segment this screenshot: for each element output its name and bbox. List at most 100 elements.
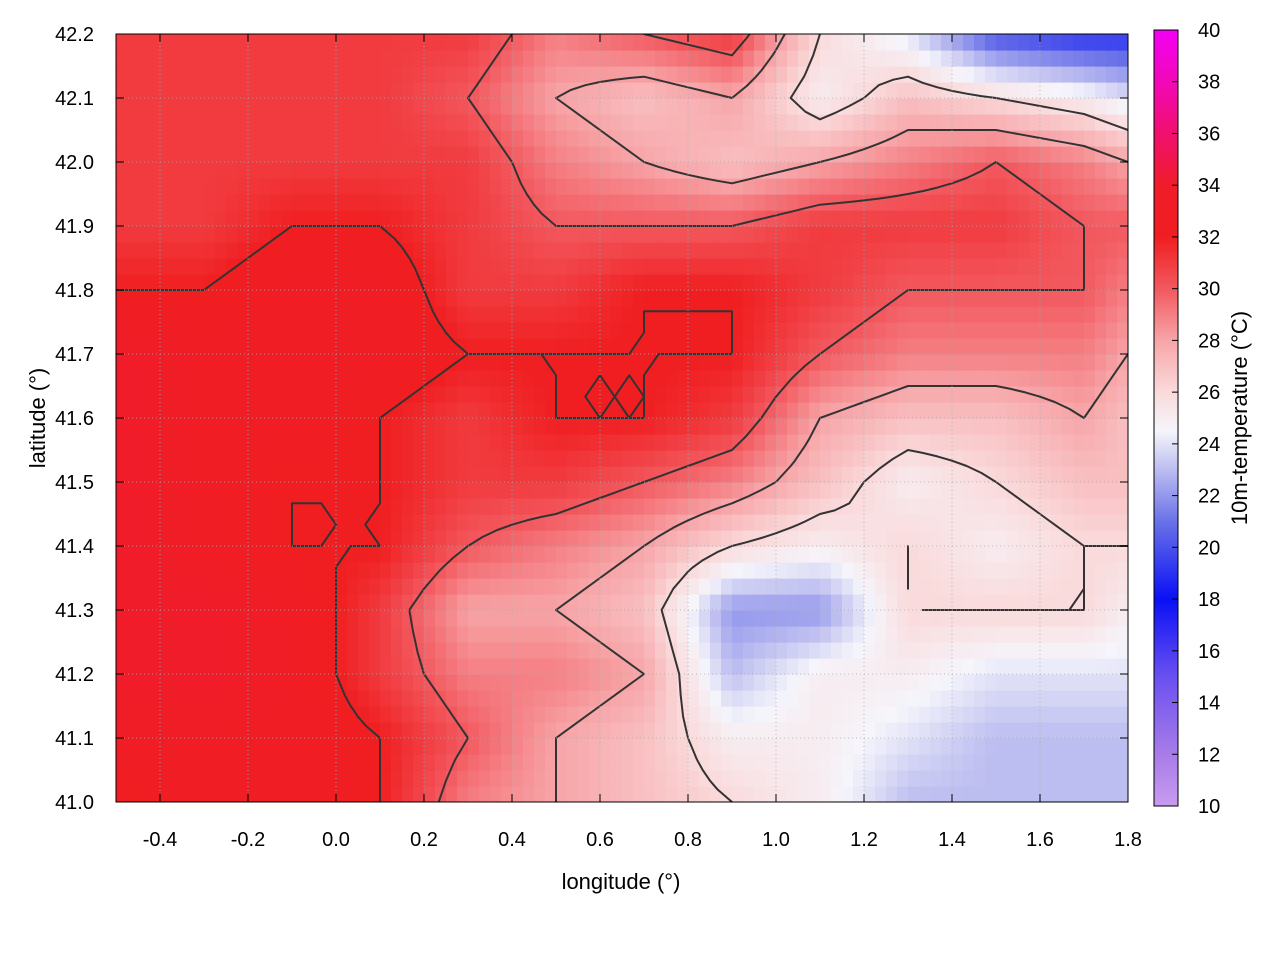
heatmap-cell bbox=[688, 402, 700, 419]
heatmap-cell bbox=[479, 50, 491, 67]
heatmap-cell bbox=[853, 226, 865, 243]
heatmap-cell bbox=[919, 354, 931, 371]
heatmap-cell bbox=[952, 402, 964, 419]
y-tick-label: 41.9 bbox=[55, 216, 94, 238]
colorbar-tick-label: 34 bbox=[1198, 175, 1220, 197]
heatmap-cell bbox=[248, 514, 260, 531]
heatmap-cell bbox=[996, 562, 1008, 579]
heatmap-cell bbox=[1040, 178, 1052, 195]
heatmap-cell bbox=[963, 498, 975, 515]
heatmap-cell bbox=[204, 546, 216, 563]
heatmap-cell bbox=[963, 130, 975, 147]
heatmap-cell bbox=[545, 466, 557, 483]
heatmap-cell bbox=[369, 226, 381, 243]
heatmap-cell bbox=[985, 130, 997, 147]
heatmap-cell bbox=[358, 562, 370, 579]
heatmap-cell bbox=[710, 546, 722, 563]
heatmap-cell bbox=[479, 690, 491, 707]
heatmap-cell bbox=[281, 402, 293, 419]
heatmap-cell bbox=[380, 98, 392, 115]
heatmap-cell bbox=[611, 402, 623, 419]
heatmap-cell bbox=[820, 434, 832, 451]
heatmap-cell bbox=[435, 450, 447, 467]
heatmap-cell bbox=[336, 98, 348, 115]
heatmap-cell bbox=[215, 274, 227, 291]
heatmap-cell bbox=[336, 194, 348, 211]
heatmap-cell bbox=[237, 498, 249, 515]
heatmap-cell bbox=[380, 626, 392, 643]
heatmap-cell bbox=[1095, 594, 1107, 611]
heatmap-cell bbox=[534, 450, 546, 467]
heatmap-cell bbox=[743, 66, 755, 83]
heatmap-cell bbox=[644, 626, 656, 643]
heatmap-cell bbox=[611, 786, 623, 802]
heatmap-cell bbox=[1018, 178, 1030, 195]
heatmap-cell bbox=[644, 210, 656, 227]
heatmap-cell bbox=[1007, 546, 1019, 563]
heatmap-cell bbox=[347, 418, 359, 435]
heatmap-cell bbox=[138, 690, 150, 707]
heatmap-cell bbox=[699, 594, 711, 611]
heatmap-cell bbox=[193, 146, 205, 163]
heatmap-cell bbox=[259, 418, 271, 435]
heatmap-cell bbox=[831, 658, 843, 675]
heatmap-cell bbox=[336, 146, 348, 163]
heatmap-cell bbox=[413, 770, 425, 787]
heatmap-cell bbox=[952, 578, 964, 595]
heatmap-cell bbox=[226, 722, 238, 739]
heatmap-cell bbox=[259, 34, 271, 51]
heatmap-cell bbox=[171, 34, 183, 51]
heatmap-cell bbox=[721, 306, 733, 323]
heatmap-cell bbox=[578, 130, 590, 147]
heatmap-cell bbox=[446, 226, 458, 243]
heatmap-cell bbox=[556, 626, 568, 643]
heatmap-cell bbox=[424, 738, 436, 755]
heatmap-cell bbox=[820, 594, 832, 611]
heatmap-cell bbox=[237, 130, 249, 147]
heatmap-cell bbox=[886, 322, 898, 339]
heatmap-cell bbox=[710, 274, 722, 291]
heatmap-cell bbox=[622, 642, 634, 659]
heatmap-cell bbox=[270, 322, 282, 339]
heatmap-cell bbox=[710, 466, 722, 483]
heatmap-cell bbox=[391, 194, 403, 211]
heatmap-cell bbox=[1007, 450, 1019, 467]
heatmap-cell bbox=[589, 770, 601, 787]
heatmap-cell bbox=[204, 338, 216, 355]
heatmap-cell bbox=[358, 370, 370, 387]
heatmap-cell bbox=[776, 210, 788, 227]
heatmap-cell bbox=[996, 402, 1008, 419]
heatmap-cell bbox=[985, 706, 997, 723]
heatmap-cell bbox=[446, 178, 458, 195]
heatmap-cell bbox=[556, 370, 568, 387]
heatmap-cell bbox=[1062, 98, 1074, 115]
heatmap-cell bbox=[1084, 210, 1096, 227]
heatmap-cell bbox=[710, 578, 722, 595]
heatmap-cell bbox=[490, 258, 502, 275]
heatmap-cell bbox=[1117, 386, 1128, 403]
heatmap-cell bbox=[589, 514, 601, 531]
heatmap-cell bbox=[1117, 530, 1128, 547]
heatmap-cell bbox=[611, 562, 623, 579]
heatmap-cell bbox=[424, 178, 436, 195]
heatmap-cell bbox=[897, 754, 909, 771]
heatmap-cell bbox=[622, 610, 634, 627]
heatmap-cell bbox=[655, 130, 667, 147]
heatmap-cell bbox=[1018, 242, 1030, 259]
heatmap-cell bbox=[655, 738, 667, 755]
heatmap-cell bbox=[281, 514, 293, 531]
heatmap-cell bbox=[1084, 162, 1096, 179]
heatmap-cell bbox=[1073, 546, 1085, 563]
heatmap-cell bbox=[292, 386, 304, 403]
heatmap-cell bbox=[127, 530, 139, 547]
heatmap-cell bbox=[314, 66, 326, 83]
heatmap-cell bbox=[985, 226, 997, 243]
heatmap-cell bbox=[1029, 338, 1041, 355]
heatmap-cell bbox=[380, 242, 392, 259]
heatmap-cell bbox=[941, 562, 953, 579]
heatmap-cell bbox=[963, 338, 975, 355]
heatmap-cell bbox=[985, 674, 997, 691]
heatmap-cell bbox=[798, 466, 810, 483]
heatmap-cell bbox=[215, 626, 227, 643]
heatmap-cell bbox=[1029, 610, 1041, 627]
